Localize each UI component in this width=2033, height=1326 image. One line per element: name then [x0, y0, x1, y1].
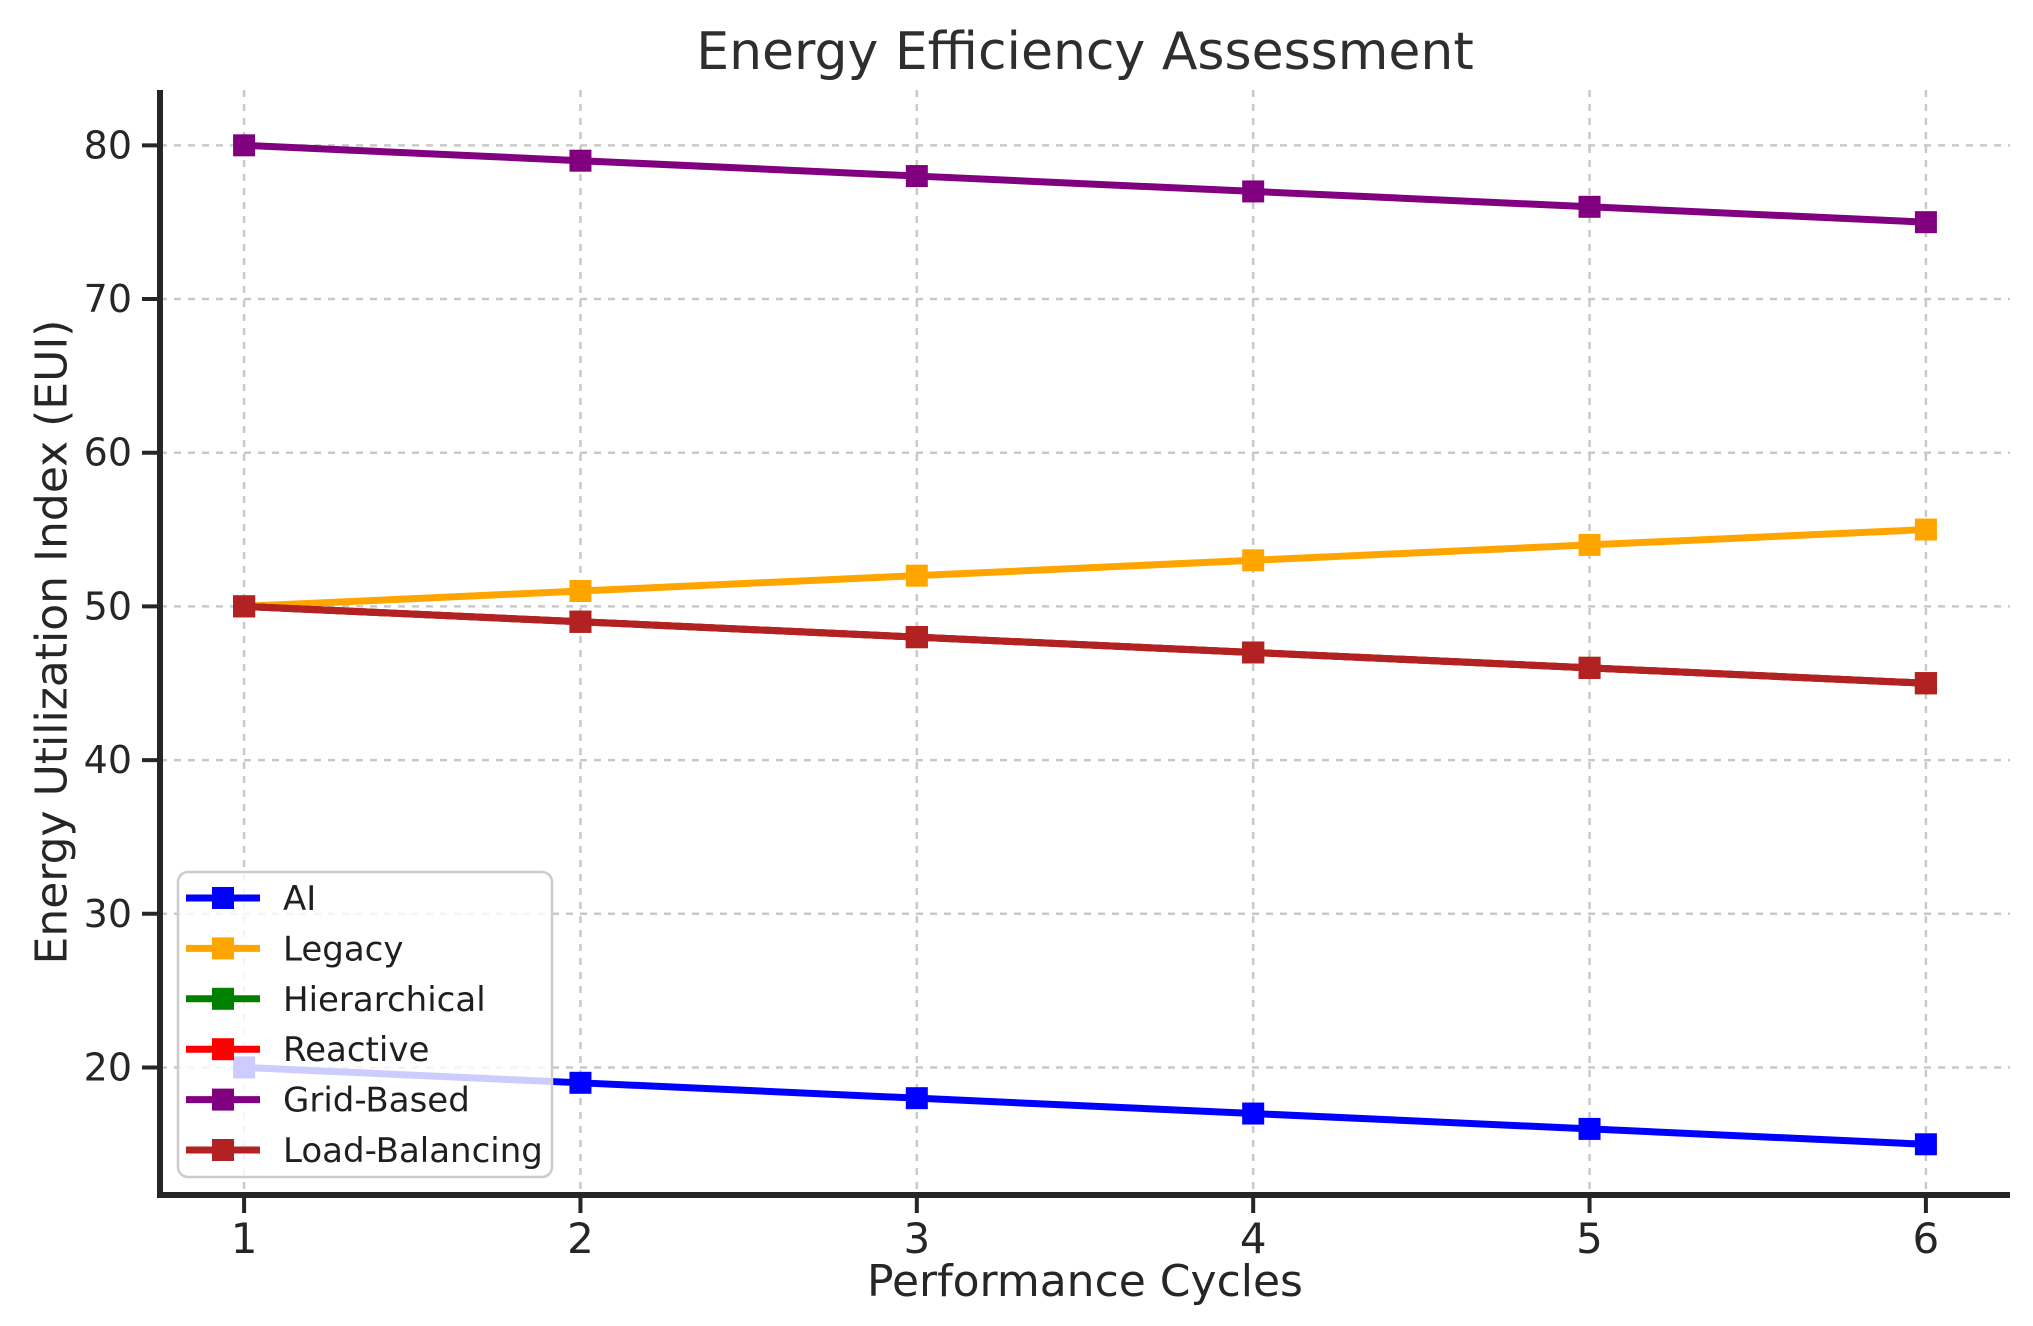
marker-Grid-Based-1 [233, 134, 256, 157]
marker-Legacy-4 [1242, 549, 1265, 572]
x-tick-label-6: 6 [1913, 1214, 1940, 1263]
x-axis-label: Performance Cycles [867, 1256, 1303, 1307]
legend-label-Legacy: Legacy [283, 929, 404, 969]
marker-Legacy-6 [1914, 518, 1937, 541]
marker-Load-Balancing-2 [569, 610, 592, 633]
marker-Legacy-3 [905, 564, 928, 587]
marker-AI-5 [1578, 1117, 1601, 1140]
chart-title: Energy Efficiency Assessment [696, 22, 1474, 82]
y-tick-label-40: 40 [84, 738, 132, 782]
marker-Load-Balancing-6 [1914, 672, 1937, 695]
marker-Grid-Based-2 [569, 149, 592, 172]
legend-sample-marker-Hierarchical [212, 987, 234, 1010]
y-tick-label-30: 30 [84, 892, 132, 936]
marker-Legacy-2 [569, 580, 592, 603]
y-tick-label-60: 60 [84, 431, 132, 475]
y-axis-label: Energy Utilization Index (EUI) [26, 319, 78, 965]
marker-Grid-Based-5 [1578, 195, 1601, 218]
marker-Load-Balancing-3 [905, 626, 928, 649]
legend-label-Hierarchical: Hierarchical [283, 980, 486, 1020]
y-tick-label-70: 70 [84, 277, 132, 321]
legend-label-Load-Balancing: Load-Balancing [283, 1131, 543, 1171]
legend-label-AI: AI [283, 879, 316, 919]
marker-AI-4 [1242, 1102, 1265, 1125]
series-line-Grid-Based [240, 141, 1930, 226]
legend-label-Reactive: Reactive [283, 1030, 429, 1070]
marker-AI-2 [569, 1071, 592, 1094]
legend-sample-marker-Legacy [212, 937, 234, 960]
marker-AI-3 [905, 1087, 928, 1110]
legend-sample-marker-Load-Balancing [212, 1139, 234, 1161]
marker-Grid-Based-3 [905, 165, 928, 188]
legend-box [176, 870, 554, 1179]
marker-Load-Balancing-4 [1242, 641, 1265, 664]
marker-Load-Balancing-1 [233, 595, 256, 618]
series-line-Load-Balancing [240, 602, 1930, 687]
marker-Grid-Based-4 [1242, 180, 1265, 203]
y-tick-label-80: 80 [84, 123, 132, 167]
legend-sample-marker-Reactive [212, 1038, 234, 1061]
y-tick-label-20: 20 [84, 1045, 132, 1089]
y-tick-label-50: 50 [84, 584, 132, 628]
marker-Grid-Based-6 [1914, 211, 1937, 234]
x-tick-label-1: 1 [231, 1214, 258, 1263]
marker-AI-6 [1914, 1133, 1937, 1156]
legend-sample-marker-Grid-Based [212, 1088, 234, 1111]
marker-Load-Balancing-5 [1578, 656, 1601, 679]
marker-Legacy-5 [1578, 533, 1601, 556]
x-tick-label-2: 2 [567, 1214, 594, 1263]
legend-sample-marker-AI [212, 887, 234, 909]
x-tick-label-3: 3 [903, 1214, 930, 1263]
x-tick-label-4: 4 [1240, 1214, 1267, 1263]
series-line-Legacy [240, 526, 1930, 610]
legend-label-Grid-Based: Grid-Based [283, 1081, 470, 1121]
x-tick-label-5: 5 [1576, 1214, 1603, 1263]
